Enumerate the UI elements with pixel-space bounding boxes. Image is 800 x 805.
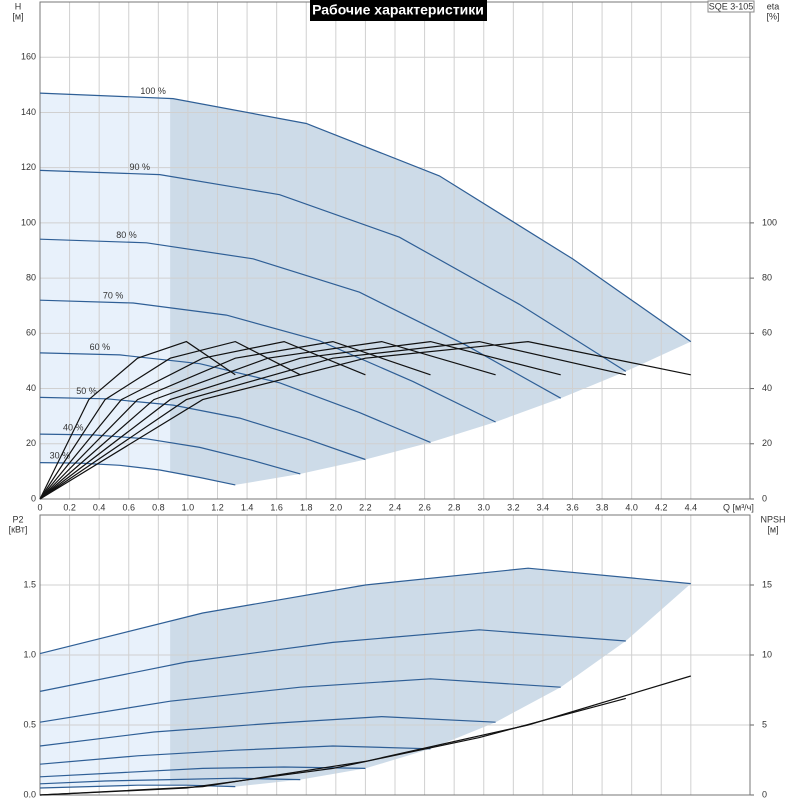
x-tick-label: 2.2 xyxy=(359,502,372,512)
curve-label: 90 % xyxy=(130,162,151,172)
curve xyxy=(39,396,366,461)
curve xyxy=(39,169,627,372)
y-axis-unit: [м] xyxy=(12,11,23,21)
curve xyxy=(39,238,561,399)
x-tick-label: 1.4 xyxy=(241,502,254,512)
x-axis-label: Q [м³/ч] xyxy=(723,502,754,512)
model-box xyxy=(707,0,755,13)
x-tick-label: 1.8 xyxy=(300,502,313,512)
curve xyxy=(39,299,496,423)
model-label: SQE 3-105 xyxy=(709,1,754,11)
y-tick-label: 100 xyxy=(21,217,36,227)
curve-label: 80 % xyxy=(116,230,137,240)
x-tick-label: 3.8 xyxy=(596,502,609,512)
x-tick-label: 1.0 xyxy=(182,502,195,512)
x-tick-label: 2.6 xyxy=(418,502,431,512)
plots: 0 0.2 0.4 0.6 0.8 1.0 1.2 1.4 1.6 1.8 2.0 2.2 2.4 2.6… xyxy=(9,1,786,799)
y-tick-label: 20 xyxy=(26,438,36,448)
y-tick-label: 120 xyxy=(21,162,36,172)
curve-label: 60 % xyxy=(90,342,111,352)
y2-tick-label: 0 xyxy=(762,493,767,503)
secondary-curve xyxy=(39,340,236,500)
y-tick-label: 0.0 xyxy=(23,789,36,799)
y2-tick-label: 10 xyxy=(762,649,772,659)
secondary-curve xyxy=(39,340,366,500)
secondary-curve xyxy=(39,340,431,500)
curve xyxy=(39,629,626,692)
y-axis-label: H xyxy=(15,1,22,11)
x-tick-label: 0 xyxy=(37,502,42,512)
curve xyxy=(39,462,236,486)
y-axis-label: P2 xyxy=(12,514,23,524)
curve xyxy=(39,745,431,765)
x-tick-label: 4.4 xyxy=(685,502,698,512)
curve-label: 40 % xyxy=(63,422,84,432)
x-tick-label: 1.6 xyxy=(270,502,283,512)
y2-tick-label: 5 xyxy=(762,719,767,729)
y2-tick-label: 60 xyxy=(762,328,772,338)
curve xyxy=(39,92,692,343)
y2-tick-label: 15 xyxy=(762,579,772,589)
y-tick-label: 1.0 xyxy=(23,649,36,659)
y2-axis-unit: [%] xyxy=(766,11,779,21)
curve-label: 100 % xyxy=(140,86,166,96)
curve-label: 50 % xyxy=(76,386,97,396)
x-tick-label: 3.6 xyxy=(566,502,579,512)
y-tick-label: 0.5 xyxy=(23,719,36,729)
curve xyxy=(39,715,496,747)
y2-tick-label: 100 xyxy=(762,217,777,227)
x-tick-label: 4.2 xyxy=(655,502,668,512)
y2-axis-label: eta xyxy=(767,1,780,11)
x-tick-label: 2.8 xyxy=(448,502,461,512)
y-tick-label: 80 xyxy=(26,272,36,282)
y2-axis-label: NPSH xyxy=(760,514,785,524)
x-tick-label: 0.6 xyxy=(122,502,135,512)
secondary-curve xyxy=(39,340,301,500)
y2-tick-label: 0 xyxy=(762,789,767,799)
y-tick-label: 160 xyxy=(21,52,36,62)
curve-label: 30 % xyxy=(50,450,71,460)
x-tick-label: 3.4 xyxy=(537,502,550,512)
y-tick-label: 60 xyxy=(26,328,36,338)
x-tick-label: 2.4 xyxy=(389,502,402,512)
x-tick-label: 4.0 xyxy=(625,502,638,512)
x-tick-label: 1.2 xyxy=(211,502,224,512)
y-tick-label: 140 xyxy=(21,107,36,117)
secondary-curve xyxy=(39,697,626,796)
y-axis-unit: [кВт] xyxy=(9,524,28,534)
x-tick-label: 2.0 xyxy=(330,502,343,512)
title-box xyxy=(310,0,487,21)
curve xyxy=(39,678,561,723)
curve xyxy=(39,567,691,655)
y2-tick-label: 80 xyxy=(762,272,772,282)
y2-tick-label: 40 xyxy=(762,383,772,393)
y-tick-label: 40 xyxy=(26,383,36,393)
y2-axis-unit: [м] xyxy=(767,524,778,534)
y2-tick-label: 20 xyxy=(762,438,772,448)
x-tick-label: 3.0 xyxy=(477,502,490,512)
plot-frame xyxy=(39,514,751,796)
secondary-curve xyxy=(39,340,561,500)
y-tick-label: 0 xyxy=(31,493,36,503)
low-flow-range xyxy=(40,93,171,499)
chart-title: Рабочие характеристики xyxy=(312,2,484,18)
x-tick-label: 0.2 xyxy=(63,502,76,512)
curve xyxy=(39,433,301,475)
secondary-curve xyxy=(39,340,626,500)
x-tick-label: 3.2 xyxy=(507,502,520,512)
secondary-curve xyxy=(39,340,691,500)
curve-label: 70 % xyxy=(103,290,124,300)
x-tick-label: 0.4 xyxy=(93,502,106,512)
x-tick-label: 0.8 xyxy=(152,502,165,512)
y-tick-label: 1.5 xyxy=(23,579,36,589)
curve xyxy=(39,766,366,778)
curve xyxy=(39,352,431,443)
